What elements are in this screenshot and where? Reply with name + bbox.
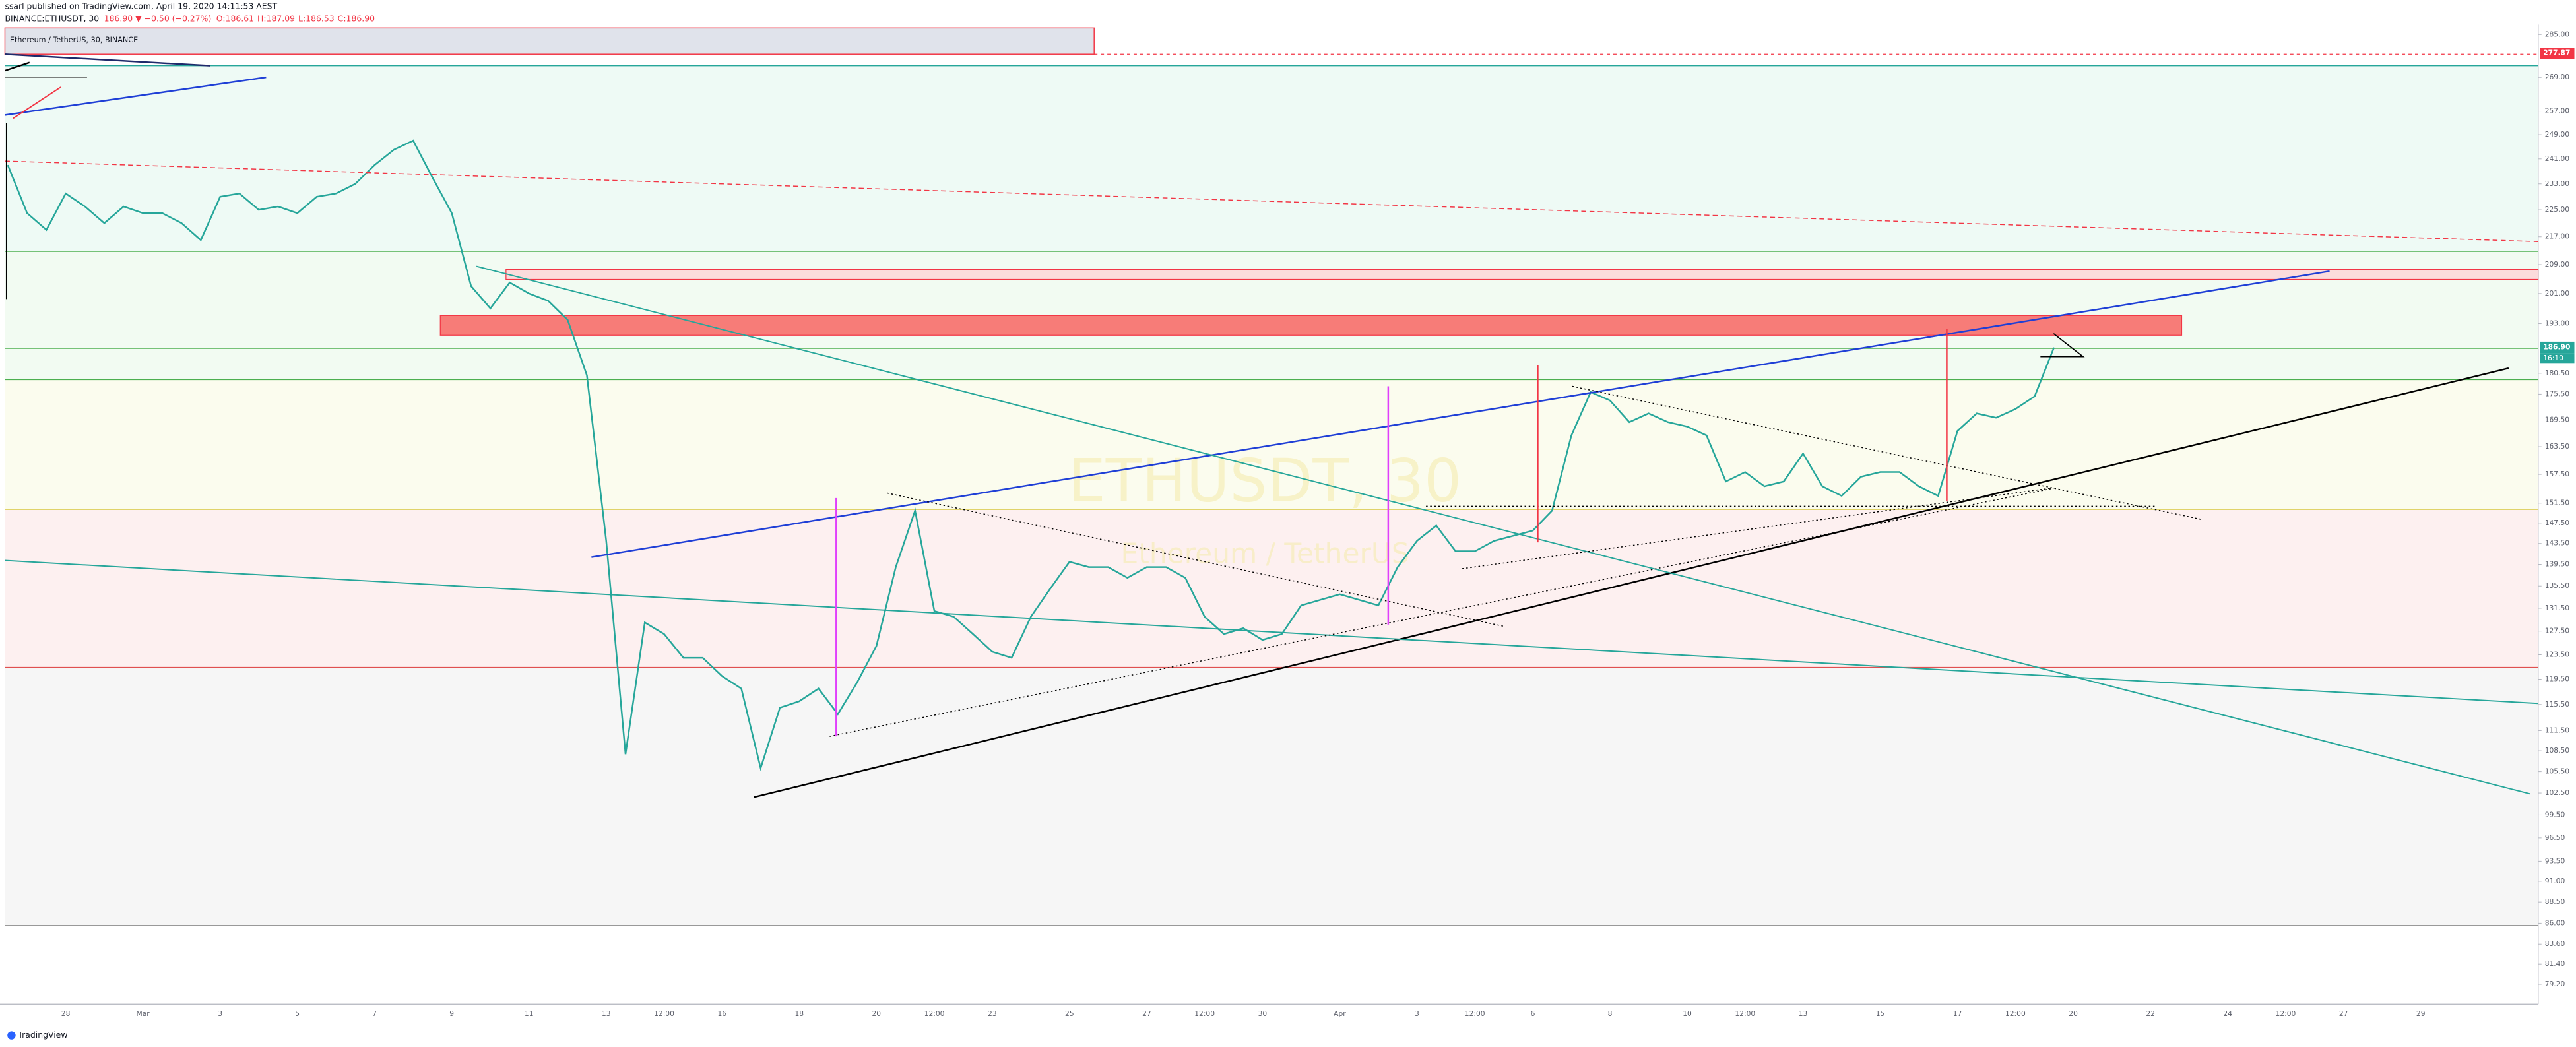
y-tick-label: 180.50 (2545, 369, 2570, 377)
x-tick-label: 20 (872, 1009, 882, 1018)
y-tick-label: 157.50 (2545, 470, 2570, 478)
y-tick-label: 123.50 (2545, 650, 2570, 658)
y-tick-label: 225.00 (2545, 205, 2570, 214)
y-tick-label: 209.00 (2545, 260, 2570, 269)
countdown: 16:10 (2543, 354, 2563, 362)
y-tick-label: 99.50 (2545, 810, 2565, 819)
y-tick-label: 91.00 (2545, 877, 2565, 885)
series (7, 139, 2055, 771)
zones (4, 27, 2539, 926)
countdown-box (2540, 353, 2575, 364)
x-tick-label: 12:00 (654, 1009, 674, 1018)
x-tick-label: 25 (1065, 1009, 1074, 1018)
y-tick-label: 163.50 (2545, 442, 2570, 451)
change: 186.90 ▼ −0.50 (−0.27%) (104, 13, 212, 23)
y-tick-label: 96.50 (2545, 833, 2565, 842)
y-tick-label: 285.00 (2545, 30, 2570, 38)
x-tick-label: 15 (1876, 1009, 1885, 1018)
x-tick-label: 28 (61, 1009, 71, 1018)
ohlc: L:186.53 (298, 13, 335, 23)
price-line (7, 139, 2055, 771)
legend: Ethereum / TetherUS, 30, BINANCE (10, 36, 138, 44)
x-tick-label: 6 (1531, 1009, 1535, 1018)
y-tick-label: 257.00 (2545, 107, 2570, 115)
x-tick-label: 18 (794, 1009, 804, 1018)
x-tick-label: 27 (1142, 1009, 1151, 1018)
y-tick-label: 151.50 (2545, 499, 2570, 507)
x-tick-label: 17 (1953, 1009, 1962, 1018)
x-tick-label: 11 (525, 1009, 534, 1018)
ohlc: H:187.09 (257, 13, 295, 23)
price-label-box (2540, 341, 2575, 354)
y-tick-label: 86.00 (2545, 918, 2565, 927)
y-tick-label: 269.00 (2545, 73, 2570, 81)
y-tick-label: 105.50 (2545, 767, 2570, 776)
drawings (5, 53, 2538, 798)
x-tick-label: 12:00 (2276, 1009, 2296, 1018)
x-tick-label: 12:00 (1735, 1009, 1755, 1018)
y-tick-label: 83.60 (2545, 939, 2565, 948)
y-tick-label: 193.00 (2545, 319, 2570, 328)
y-tick-label: 249.00 (2545, 130, 2570, 139)
x-tick-label: 16 (717, 1009, 726, 1018)
x-tick-label: 3 (218, 1009, 222, 1018)
x-tick-label: 23 (988, 1009, 997, 1018)
x-tick-label: Apr (1334, 1009, 1346, 1018)
x-tick-label: 30 (1258, 1009, 1268, 1018)
publish-line: ssarl published on TradingView.com, Apri… (5, 1, 277, 11)
x-tick-label: 13 (1799, 1009, 1808, 1018)
watermark-sub: Ethereum / TetherUS (1121, 538, 1409, 570)
x-tick-label: 8 (1608, 1009, 1613, 1018)
y-tick-label: 147.50 (2545, 519, 2570, 527)
price-label-box (2540, 48, 2575, 59)
x-tick-label: 9 (449, 1009, 454, 1018)
ohlc: C:186.90 (338, 13, 375, 23)
y-tick-label: 201.00 (2545, 289, 2570, 298)
x-tick-label: 29 (2416, 1009, 2426, 1018)
y-tick-label: 127.50 (2545, 627, 2570, 635)
brand-logo (7, 1031, 16, 1040)
y-tick-label: 131.50 (2545, 604, 2570, 612)
symbol-line: BINANCE:ETHUSDT, 30 186.90 ▼ −0.50 (−0.27… (5, 13, 375, 23)
y-tick-label: 111.50 (2545, 726, 2570, 734)
watermark: ETHUSDT, 30 (1068, 447, 1462, 515)
y-tick-label: 81.40 (2545, 959, 2565, 968)
x-tick-label: 12:00 (924, 1009, 945, 1018)
x-tick-label: 12:00 (1465, 1009, 1485, 1018)
y-tick-label: 139.50 (2545, 560, 2570, 569)
x-tick-label: 5 (295, 1009, 300, 1018)
x-tick-label: 24 (2223, 1009, 2232, 1018)
y-tick-label: 79.20 (2545, 980, 2565, 988)
x-tick-label: Mar (137, 1009, 150, 1018)
y-tick-label: 88.50 (2545, 897, 2565, 906)
y-tick-label: 169.50 (2545, 416, 2570, 424)
x-tick-label: 3 (1415, 1009, 1419, 1018)
y-tick-label: 119.50 (2545, 675, 2570, 683)
y-tick-label: 241.00 (2545, 154, 2570, 163)
y-tick-label: 217.00 (2545, 232, 2570, 241)
y-tick-label: 102.50 (2545, 788, 2570, 797)
y-tick-label: 108.50 (2545, 746, 2570, 755)
ohlc: O:186.61 (216, 13, 254, 23)
brand: TradingView (17, 1030, 67, 1040)
y-tick-label: 115.50 (2545, 700, 2570, 709)
price-label: 186.90 (2543, 343, 2570, 352)
y-tick-label: 233.00 (2545, 179, 2570, 188)
y-tick-label: 175.50 (2545, 389, 2570, 398)
x-tick-label: 12:00 (1194, 1009, 1215, 1018)
symbol: BINANCE:ETHUSDT, 30 (5, 13, 99, 23)
x-tick-label: 20 (2069, 1009, 2078, 1018)
x-tick-label: 13 (602, 1009, 611, 1018)
x-tick-label: 22 (2146, 1009, 2155, 1018)
y-tick-label: 93.50 (2545, 856, 2565, 865)
x-tick-label: 10 (1683, 1009, 1692, 1018)
x-tick-label: 12:00 (2005, 1009, 2026, 1018)
y-tick-label: 143.50 (2545, 539, 2570, 548)
y-tick-label: 135.50 (2545, 581, 2570, 590)
x-tick-label: 27 (2339, 1009, 2348, 1018)
x-tick-label: 7 (372, 1009, 377, 1018)
price-label: 277.87 (2543, 49, 2570, 57)
